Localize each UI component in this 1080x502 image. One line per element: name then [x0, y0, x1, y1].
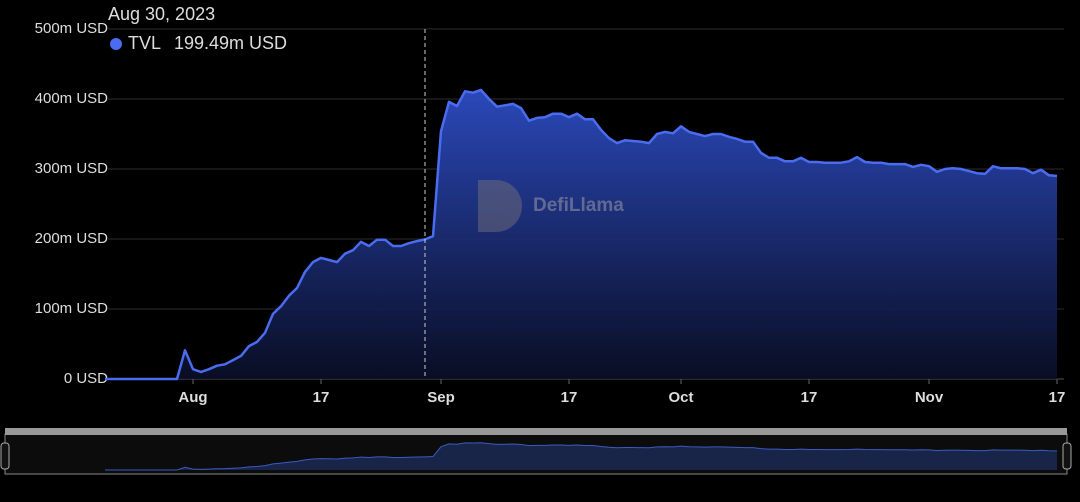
x-tick-label: Aug: [178, 389, 207, 406]
x-tick-label: Nov: [915, 389, 944, 406]
brush-handle-left[interactable]: [0, 442, 10, 470]
y-tick-label: 400m USD: [35, 90, 109, 107]
tooltip: Aug 30, 2023 TVL 199.49m USD: [108, 4, 287, 53]
line: [105, 88, 1058, 381]
watermark: DefiLlama: [478, 180, 624, 232]
watermark-text: DefiLlama: [533, 195, 624, 216]
tooltip-value: 199.49m USD: [174, 33, 287, 53]
brush-bar[interactable]: [5, 428, 1067, 435]
x-tick-label: Sep: [427, 389, 455, 406]
y-tick-label: 100m USD: [35, 300, 109, 317]
x-tick-label: 17: [801, 389, 818, 406]
watermark-logo: [478, 180, 522, 232]
brush-handle-right[interactable]: [1062, 442, 1072, 470]
legend-label: TVL: [128, 33, 161, 53]
x-tick-label: 17: [1049, 389, 1066, 406]
y-tick-label: 300m USD: [35, 160, 109, 177]
brush-line: [105, 442, 1058, 471]
x-tick-label: 17: [313, 389, 330, 406]
y-tick-label: 500m USD: [35, 20, 109, 37]
x-tick-label: 17: [561, 389, 578, 406]
x-tick-label: Oct: [668, 389, 693, 406]
y-tick-label: 0 USD: [64, 370, 108, 387]
plot: [105, 29, 1058, 381]
y-tick-label: 200m USD: [35, 230, 109, 247]
legend-marker: [110, 38, 122, 50]
area: [105, 89, 1057, 380]
tooltip-title: Aug 30, 2023: [108, 4, 215, 24]
